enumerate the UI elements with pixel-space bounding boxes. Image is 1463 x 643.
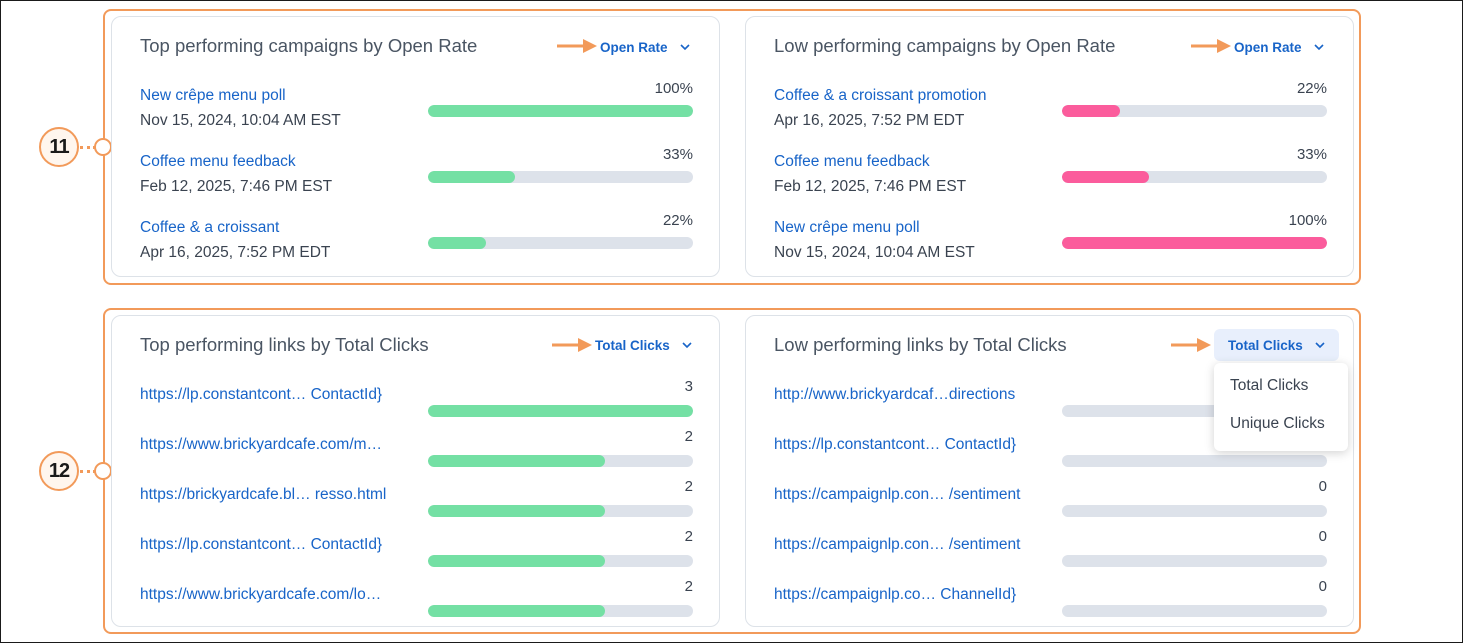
progress-fill xyxy=(1062,171,1150,183)
sort-label: Total Clicks xyxy=(1228,337,1303,353)
callout-11: 11 xyxy=(39,127,79,167)
campaign-value: 22% xyxy=(662,212,693,229)
campaign-date: Feb 12, 2025, 7:46 PM EST xyxy=(774,178,967,195)
sort-label: Open Rate xyxy=(1234,39,1302,55)
progress-track xyxy=(1062,605,1327,617)
annotation-arrow-icon xyxy=(557,39,597,53)
link-url[interactable]: https://www.brickyardcafe.com/lo… xyxy=(140,586,382,603)
campaign-date: Apr 16, 2025, 7:52 PM EDT xyxy=(140,244,331,261)
progress-track xyxy=(1062,455,1327,467)
progress-fill xyxy=(1062,105,1121,117)
link-url[interactable]: https://campaignlp.con… /sentiment xyxy=(774,486,1021,503)
link-url[interactable]: https://campaignlp.con… /sentiment xyxy=(774,536,1021,553)
sort-dropdown-button[interactable]: Total Clicks xyxy=(581,329,706,361)
click-count: 0 xyxy=(1318,478,1327,495)
campaign-value: 100% xyxy=(1288,212,1327,229)
sort-dropdown-button[interactable]: Open Rate xyxy=(586,31,704,63)
progress-fill xyxy=(428,505,605,517)
sort-dropdown-button[interactable]: Total Clicks xyxy=(1214,329,1339,361)
card-title: Top performing campaigns by Open Rate xyxy=(140,35,478,56)
progress-fill xyxy=(428,105,693,117)
chevron-down-icon xyxy=(1315,341,1325,348)
progress-track xyxy=(428,171,693,183)
callout-connector-dot xyxy=(94,462,112,480)
callout-connector-dot xyxy=(94,138,112,156)
campaign-value: 22% xyxy=(1296,80,1327,97)
click-count: 2 xyxy=(684,478,693,495)
progress-fill xyxy=(428,171,516,183)
progress-track xyxy=(1062,171,1327,183)
chevron-down-icon xyxy=(682,341,692,348)
progress-track xyxy=(1062,505,1327,517)
callout-connector xyxy=(80,470,96,473)
callout-connector xyxy=(80,146,96,149)
sort-dropdown-button[interactable]: Open Rate xyxy=(1220,31,1338,63)
campaign-link[interactable]: Coffee menu feedback xyxy=(774,153,930,170)
progress-track xyxy=(1062,555,1327,567)
click-count: 2 xyxy=(684,528,693,545)
card-title: Top performing links by Total Clicks xyxy=(140,334,429,355)
sort-label: Open Rate xyxy=(600,39,668,55)
campaign-link[interactable]: New crêpe menu poll xyxy=(140,87,286,104)
chevron-down-icon xyxy=(1313,43,1324,50)
campaign-date: Nov 15, 2024, 10:04 AM EST xyxy=(140,112,341,129)
low-links-card: Low performing links by Total Clicks Tot… xyxy=(745,315,1354,627)
link-url[interactable]: https://www.brickyardcafe.com/m… xyxy=(140,436,383,453)
card-title: Low performing campaigns by Open Rate xyxy=(774,35,1116,56)
sort-dropdown-menu: Total Clicks Unique Clicks xyxy=(1214,363,1348,451)
click-count: 0 xyxy=(1318,528,1327,545)
top-links-card: Top performing links by Total Clicks Tot… xyxy=(111,315,720,627)
progress-track xyxy=(428,237,693,249)
dropdown-option-total-clicks[interactable]: Total Clicks xyxy=(1230,377,1309,394)
campaign-link[interactable]: New crêpe menu poll xyxy=(774,219,920,236)
progress-fill xyxy=(428,605,605,617)
progress-track xyxy=(1062,237,1327,249)
campaign-date: Nov 15, 2024, 10:04 AM EST xyxy=(774,244,975,261)
progress-track xyxy=(428,605,693,617)
top-campaigns-card: Top performing campaigns by Open Rate Op… xyxy=(111,16,720,277)
chevron-down-icon xyxy=(679,43,690,50)
campaign-date: Apr 16, 2025, 7:52 PM EDT xyxy=(774,112,965,129)
annotation-arrow-icon xyxy=(552,338,592,352)
link-url[interactable]: https://brickyardcafe.bl… resso.html xyxy=(140,486,387,503)
click-count: 2 xyxy=(684,578,693,595)
campaign-link[interactable]: Coffee & a croissant xyxy=(140,219,280,236)
campaign-date: Feb 12, 2025, 7:46 PM EST xyxy=(140,178,333,195)
progress-track xyxy=(428,455,693,467)
progress-fill xyxy=(428,555,605,567)
campaign-link[interactable]: Coffee menu feedback xyxy=(140,153,296,170)
click-count: 0 xyxy=(1318,578,1327,595)
card-title: Low performing links by Total Clicks xyxy=(774,334,1067,355)
link-url[interactable]: http://www.brickyardcaf…directions xyxy=(774,386,1016,403)
click-count: 3 xyxy=(684,378,693,395)
progress-fill xyxy=(428,237,487,249)
low-campaigns-card: Low performing campaigns by Open Rate Op… xyxy=(745,16,1354,277)
sort-label: Total Clicks xyxy=(595,337,670,353)
progress-fill xyxy=(428,455,605,467)
progress-track xyxy=(428,555,693,567)
progress-track xyxy=(1062,105,1327,117)
link-url[interactable]: https://campaignlp.co… ChannelId} xyxy=(774,586,1017,603)
callout-12: 12 xyxy=(39,451,79,491)
campaign-link[interactable]: Coffee & a croissant promotion xyxy=(774,87,987,104)
progress-fill xyxy=(428,405,693,417)
annotation-arrow-icon xyxy=(1191,39,1231,53)
link-url[interactable]: https://lp.constantcont… ContactId} xyxy=(774,436,1017,453)
progress-track xyxy=(428,105,693,117)
link-url[interactable]: https://lp.constantcont… ContactId} xyxy=(140,536,383,553)
dropdown-option-unique-clicks[interactable]: Unique Clicks xyxy=(1230,415,1325,432)
progress-track xyxy=(428,505,693,517)
annotation-arrow-icon xyxy=(1171,338,1211,352)
progress-track xyxy=(428,405,693,417)
campaign-value: 33% xyxy=(1296,146,1327,163)
link-url[interactable]: https://lp.constantcont… ContactId} xyxy=(140,386,383,403)
progress-fill xyxy=(1062,237,1327,249)
campaign-value: 33% xyxy=(662,146,693,163)
campaign-value: 100% xyxy=(654,80,693,97)
click-count: 2 xyxy=(684,428,693,445)
